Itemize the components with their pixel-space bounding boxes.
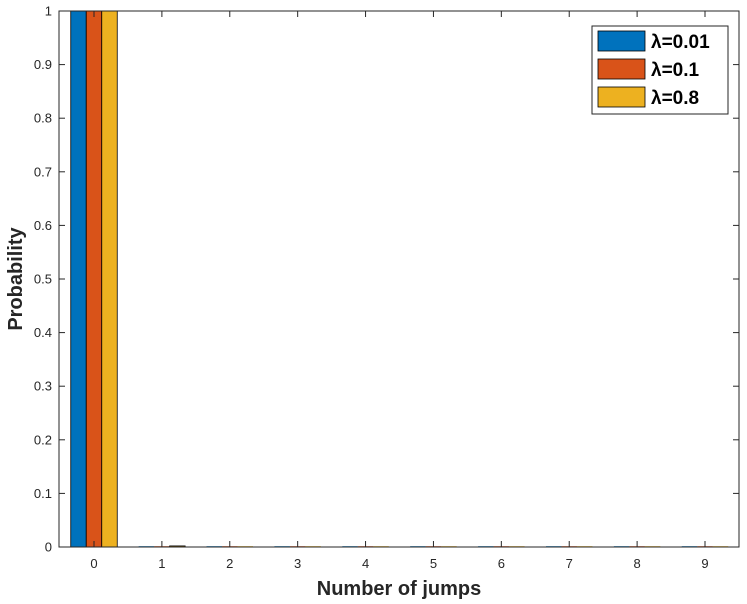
legend-swatch-1: [597, 58, 646, 80]
x-tick-label: 7: [566, 556, 573, 571]
bar-series-2-cat-0: [101, 10, 118, 548]
y-tick-label: 0.2: [34, 432, 52, 447]
x-tick-label: 6: [498, 556, 505, 571]
x-tick-label: 8: [633, 556, 640, 571]
bar-series-0-cat-0: [70, 10, 87, 548]
y-tick-label: 0.4: [34, 325, 52, 340]
x-tick-label: 4: [362, 556, 369, 571]
y-tick-label: 0.9: [34, 57, 52, 72]
x-tick-label: 1: [158, 556, 165, 571]
x-tick-label: 5: [430, 556, 437, 571]
y-tick-label: 0.3: [34, 379, 52, 394]
x-tick-label: 0: [90, 556, 97, 571]
x-tick-label: 2: [226, 556, 233, 571]
x-tick-labels: 0 1 2 3 4 5 6 7 8 9: [90, 556, 708, 571]
y-tick-label: 0.6: [34, 218, 52, 233]
y-tick-label: 0.7: [34, 164, 52, 179]
bar-series-1-cat-0: [85, 10, 103, 548]
legend-items: λ=0.01 λ=0.1 λ=0.8: [597, 30, 710, 109]
bars-group: [70, 10, 729, 548]
x-tick-label: 3: [294, 556, 301, 571]
y-tick-label: 0.1: [34, 486, 52, 501]
legend-label-0: λ=0.01: [651, 32, 710, 53]
x-axis-title: Number of jumps: [317, 578, 481, 600]
y-tick-label: 0.5: [34, 272, 52, 287]
legend-swatch-0: [597, 30, 646, 52]
y-tick-label: 1: [45, 4, 52, 19]
legend-swatch-2: [597, 86, 646, 108]
y-axis-title: Probability: [5, 226, 27, 330]
y-tick-label: 0: [45, 540, 52, 555]
legend-label-1: λ=0.1: [651, 60, 700, 81]
y-tick-label: 0.8: [34, 111, 52, 126]
legend: λ=0.01 λ=0.1 λ=0.8: [591, 25, 729, 115]
legend-label-2: λ=0.8: [651, 88, 699, 109]
x-tick-label: 9: [701, 556, 708, 571]
y-tick-labels: 0 0.1 0.2 0.3 0.4 0.5 0.6 0.7 0.8 0.9 1: [34, 4, 52, 555]
axis-ticks-group: [59, 10, 739, 548]
